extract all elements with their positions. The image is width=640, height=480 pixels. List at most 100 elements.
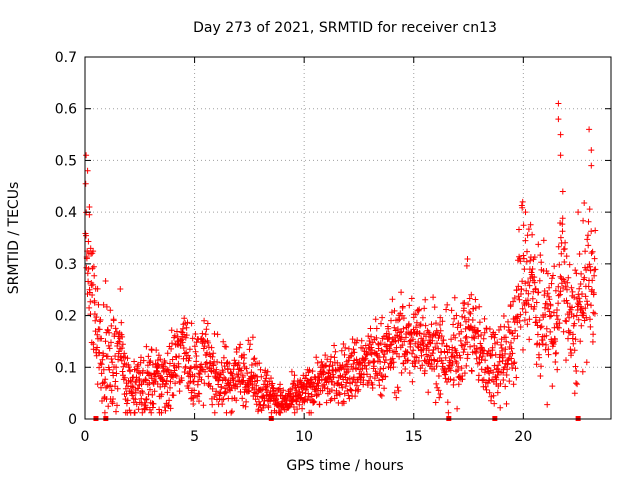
data-point bbox=[352, 393, 359, 400]
data-point bbox=[586, 261, 593, 268]
data-point bbox=[140, 367, 146, 374]
data-point bbox=[96, 326, 103, 333]
data-point bbox=[233, 397, 240, 404]
data-point bbox=[512, 365, 519, 372]
data-point bbox=[149, 391, 156, 398]
data-point bbox=[512, 327, 519, 334]
data-point bbox=[405, 357, 411, 364]
data-point bbox=[488, 352, 495, 359]
data-point bbox=[537, 324, 544, 331]
data-point bbox=[584, 301, 591, 308]
data-point bbox=[581, 200, 588, 206]
data-point bbox=[148, 371, 154, 378]
data-point bbox=[391, 389, 398, 396]
data-point bbox=[119, 333, 126, 340]
data-point bbox=[299, 389, 306, 396]
data-point bbox=[576, 295, 583, 302]
data-point bbox=[588, 228, 595, 235]
data-point bbox=[589, 277, 596, 284]
data-point bbox=[584, 236, 591, 243]
data-point bbox=[393, 394, 400, 401]
data-point bbox=[503, 400, 510, 407]
data-point bbox=[306, 367, 313, 374]
data-point bbox=[98, 361, 105, 368]
data-point bbox=[289, 397, 296, 404]
data-point bbox=[304, 384, 310, 391]
data-point bbox=[238, 367, 245, 374]
data-point bbox=[454, 405, 461, 412]
y-tick-label: 0 bbox=[68, 412, 77, 428]
data-point bbox=[437, 327, 444, 334]
data-point bbox=[90, 248, 97, 255]
data-point bbox=[555, 292, 562, 299]
data-point bbox=[544, 270, 551, 277]
data-point bbox=[579, 309, 586, 316]
data-point bbox=[575, 316, 582, 323]
data-point bbox=[379, 376, 386, 383]
chart-title: Day 273 of 2021, SRMTID for receiver cn1… bbox=[193, 20, 497, 36]
data-point bbox=[524, 297, 531, 304]
data-point bbox=[350, 361, 357, 367]
data-point bbox=[428, 321, 435, 328]
data-point bbox=[108, 356, 115, 362]
data-point bbox=[211, 409, 218, 416]
data-point bbox=[544, 401, 551, 408]
data-point bbox=[417, 321, 424, 328]
data-point bbox=[588, 147, 595, 154]
data-point bbox=[143, 377, 150, 384]
data-point bbox=[201, 317, 208, 324]
data-point bbox=[179, 339, 186, 346]
data-point bbox=[435, 345, 442, 352]
x-tick-label: 20 bbox=[514, 429, 532, 445]
data-point bbox=[358, 337, 365, 344]
data-point bbox=[509, 350, 516, 357]
data-point bbox=[445, 409, 452, 416]
data-point bbox=[561, 259, 568, 265]
data-point bbox=[243, 365, 250, 372]
data-point bbox=[118, 345, 125, 352]
data-point bbox=[520, 222, 527, 229]
data-point bbox=[326, 363, 333, 370]
data-point bbox=[412, 311, 419, 318]
data-point bbox=[210, 362, 217, 369]
data-point bbox=[513, 287, 520, 293]
data-point bbox=[591, 310, 598, 317]
data-point bbox=[318, 358, 325, 365]
data-point bbox=[218, 359, 225, 366]
data-point bbox=[324, 356, 331, 363]
data-point bbox=[353, 366, 360, 372]
data-point bbox=[535, 241, 542, 248]
data-point bbox=[169, 356, 176, 363]
data-point bbox=[178, 328, 185, 335]
data-point bbox=[521, 317, 528, 324]
y-tick-label: 0.4 bbox=[55, 205, 77, 221]
data-point bbox=[186, 355, 193, 362]
data-point bbox=[378, 392, 385, 399]
data-point bbox=[537, 373, 544, 379]
data-point bbox=[510, 360, 517, 367]
data-point bbox=[135, 385, 142, 392]
data-point bbox=[190, 401, 197, 407]
data-point bbox=[226, 360, 233, 367]
data-point bbox=[96, 349, 103, 356]
y-tick-label: 0.6 bbox=[55, 102, 77, 118]
data-point bbox=[186, 346, 193, 353]
data-point bbox=[316, 401, 323, 408]
data-point bbox=[167, 384, 173, 391]
data-point bbox=[98, 335, 105, 342]
data-point bbox=[473, 355, 480, 362]
y-axis: 0 0.1 0.2 0.3 0.4 0.5 0.6 0.7 bbox=[55, 50, 611, 428]
data-point bbox=[89, 281, 96, 288]
data-point bbox=[248, 369, 255, 376]
data-point bbox=[444, 301, 451, 308]
data-point bbox=[457, 354, 464, 361]
data-point bbox=[331, 342, 338, 349]
data-point bbox=[389, 355, 396, 362]
data-point bbox=[133, 401, 140, 408]
data-point bbox=[363, 366, 370, 372]
data-point bbox=[244, 370, 251, 377]
data-point bbox=[525, 226, 532, 233]
data-point bbox=[491, 400, 498, 407]
data-point bbox=[496, 327, 502, 333]
